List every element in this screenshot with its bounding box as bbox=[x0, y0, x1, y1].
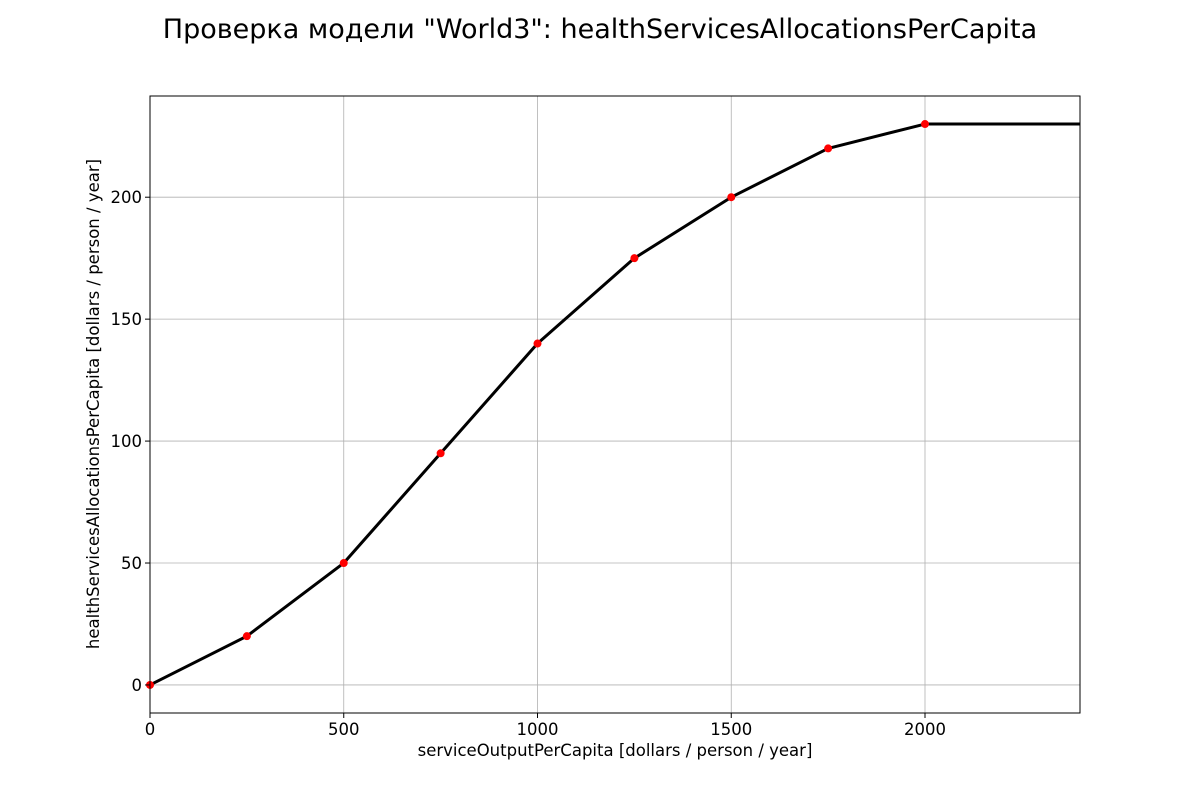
x-axis-label: serviceOutputPerCapita [dollars / person… bbox=[418, 741, 813, 760]
plot-frame bbox=[149, 95, 1081, 714]
x-tick-label: 2000 bbox=[904, 720, 946, 739]
data-point bbox=[630, 254, 639, 263]
y-tick-label: 200 bbox=[111, 188, 143, 207]
y-axis-label: healthServicesAllocationsPerCapita [doll… bbox=[84, 159, 103, 649]
data-point bbox=[533, 339, 542, 348]
series-line bbox=[149, 122, 1080, 687]
data-point bbox=[921, 120, 929, 129]
data-point bbox=[242, 632, 251, 641]
y-tick-label: 100 bbox=[111, 432, 143, 451]
y-tick-label: 0 bbox=[132, 676, 143, 695]
series-line-layer bbox=[149, 122, 1080, 687]
x-tick-label: 0 bbox=[145, 720, 156, 739]
data-point bbox=[727, 193, 736, 202]
data-point bbox=[339, 559, 348, 568]
y-tick-label: 50 bbox=[121, 554, 142, 573]
x-tick-label: 1500 bbox=[710, 720, 752, 739]
chart-title: Проверка модели "World3": healthServices… bbox=[163, 14, 1037, 45]
x-tick-label: 1000 bbox=[517, 720, 559, 739]
y-tick-label: 150 bbox=[111, 310, 143, 329]
tick-layer: 0 500 1000 1500 2000 0 50 100 150 200 bbox=[111, 188, 947, 739]
x-tick-label: 500 bbox=[328, 720, 360, 739]
data-point bbox=[824, 144, 833, 153]
data-point bbox=[436, 449, 445, 458]
grid bbox=[149, 96, 1080, 713]
